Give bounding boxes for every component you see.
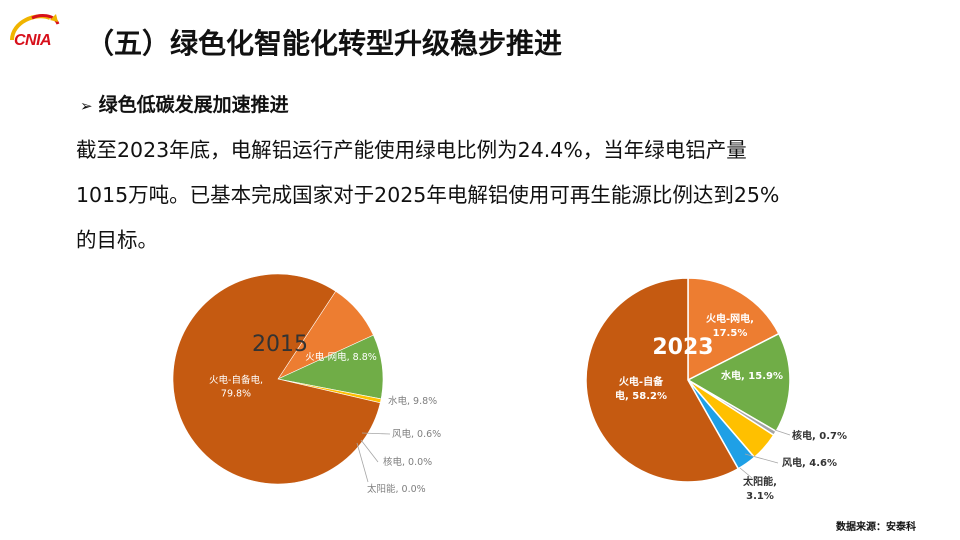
- data-label-水电: 水电, 15.9%: [720, 369, 783, 382]
- leader-line: [356, 442, 369, 483]
- cnia-logo: CNIA: [6, 10, 68, 58]
- data-label-太阳能: 太阳能, 0.0%: [367, 483, 426, 495]
- data-label-火电-网电: 火电-网电, 17.5%: [706, 312, 754, 339]
- logo-text: CNIA: [14, 32, 52, 49]
- subheading-text: 绿色低碳发展加速推进: [98, 94, 289, 116]
- arrow-bullet-icon: ➢: [80, 97, 93, 115]
- data-label-火电-自备电: 火电-自备电, 58.2%: [615, 375, 667, 402]
- pie-slice-火电-网电: [687, 277, 780, 382]
- data-source: 数据来源：安泰科: [836, 522, 916, 533]
- leader-line: [360, 439, 379, 463]
- page-title: （五）绿色化智能化转型升级稳步推进: [86, 27, 563, 60]
- leader-line: [744, 453, 779, 464]
- chart-title: 2023: [652, 335, 713, 360]
- data-label-水电: 水电, 9.8%: [388, 395, 437, 407]
- body-paragraph: 截至2023年底，电解铝运行产能使用绿电比例为24.4%，当年绿电铝产量 101…: [76, 128, 896, 263]
- paragraph-line: 截至2023年底，电解铝运行产能使用绿电比例为24.4%，当年绿电铝产量: [76, 138, 747, 162]
- data-label-火电-网电: 火电-网电, 8.8%: [305, 351, 377, 363]
- paragraph-line: 的目标。: [76, 228, 158, 252]
- logo-swoosh-icon: [10, 14, 60, 41]
- data-label-核电: 核电, 0.0%: [383, 456, 432, 468]
- data-label-风电: 风电, 0.6%: [392, 428, 441, 440]
- data-label-核电: 核电, 0.7%: [792, 429, 847, 442]
- paragraph-line: 1015万吨。已基本完成国家对于2025年电解铝使用可再生能源比例达到25%: [76, 183, 780, 207]
- data-label-风电: 风电, 4.6%: [782, 456, 837, 469]
- data-label-火电-自备电: 火电-自备电, 79.8%: [209, 374, 263, 400]
- pie-slice-火电-自备电: [585, 277, 740, 483]
- leader-line: [739, 467, 753, 479]
- leader-line: [361, 432, 391, 435]
- pie-slice-火电-自备电: [172, 273, 381, 485]
- chart-title: 2015: [252, 332, 308, 357]
- section-subheading: ➢ 绿色低碳发展加速推进: [80, 90, 289, 117]
- leader-line: [774, 429, 791, 436]
- data-label-太阳能: 太阳能, 3.1%: [742, 475, 777, 502]
- pie-slice-水电: [686, 332, 791, 433]
